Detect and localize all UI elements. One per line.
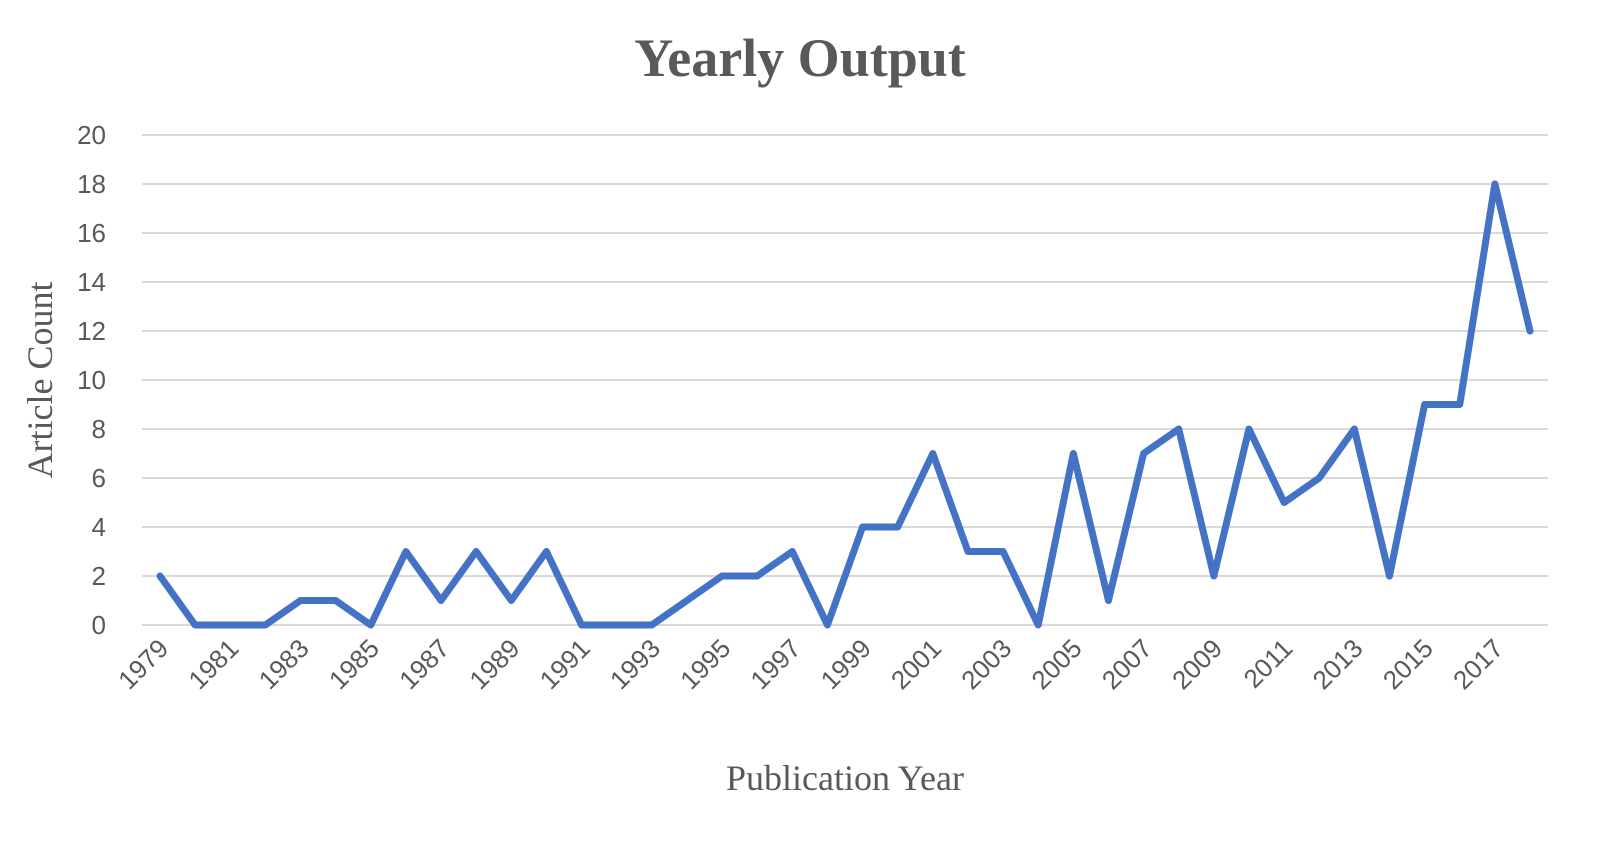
data-point: [1107, 600, 1109, 601]
series-line-0: [156, 180, 1534, 629]
data-point: [1143, 453, 1145, 454]
data-point: [897, 526, 899, 528]
x-tick-label: 1999: [815, 633, 877, 695]
y-tick-label: 12: [77, 316, 106, 346]
data-point: [651, 624, 653, 626]
x-axis-ticks: 1979 1981 1983 1985 1987 1989 1991 1993 1995 1997…: [112, 633, 1509, 695]
x-tick-label: 2015: [1377, 633, 1439, 695]
data-point: [1529, 330, 1531, 332]
x-tick-label: 2017: [1447, 633, 1509, 695]
y-tick-label: 4: [92, 512, 106, 542]
y-tick-label: 14: [77, 267, 106, 297]
data-point: [862, 526, 864, 528]
data-point: [1037, 624, 1039, 626]
x-tick-label: 1993: [604, 633, 666, 695]
x-tick-label: 1983: [253, 633, 315, 695]
data-point: [756, 575, 758, 577]
data-point: [1459, 404, 1461, 405]
chart-title: Yearly Output: [634, 28, 966, 88]
data-point: [405, 551, 407, 552]
x-tick-label: 1989: [463, 633, 525, 695]
data-point: [159, 575, 161, 577]
data-point: [300, 600, 302, 601]
data-point: [475, 551, 477, 552]
data-point: [545, 551, 547, 552]
y-tick-label: 2: [92, 561, 106, 591]
y-axis-label: Article Count: [20, 282, 60, 479]
x-tick-label: 2003: [955, 633, 1017, 695]
data-point: [1424, 404, 1426, 405]
x-tick-label: 2001: [885, 633, 947, 695]
data-point: [1283, 502, 1285, 503]
data-point: [1213, 575, 1215, 577]
data-point: [1388, 575, 1390, 577]
x-tick-label: 1981: [182, 633, 244, 695]
data-point: [932, 453, 934, 454]
x-tick-label: 1979: [112, 633, 174, 695]
y-tick-label: 6: [92, 463, 106, 493]
data-point: [616, 624, 618, 626]
data-point: [335, 600, 337, 601]
data-point: [1072, 453, 1074, 454]
y-tick-label: 20: [77, 120, 106, 150]
x-axis-label: Publication Year: [726, 758, 964, 798]
x-tick-label: 1991: [534, 633, 596, 695]
x-tick-label: 2005: [1025, 633, 1087, 695]
data-point: [440, 600, 442, 601]
data-point: [370, 624, 372, 626]
data-point: [1494, 183, 1496, 185]
data-point: [686, 600, 688, 601]
data-point: [229, 624, 231, 626]
y-tick-label: 8: [92, 414, 106, 444]
data-point: [1002, 551, 1004, 552]
y-axis-ticks: 0 2 4 6 8 10 12 14 16 18 20: [77, 120, 106, 640]
x-tick-label: 1985: [323, 633, 385, 695]
x-tick-label: 1997: [744, 633, 806, 695]
data-point: [1248, 428, 1250, 430]
data-point: [264, 624, 266, 626]
x-tick-label: 2011: [1238, 633, 1299, 694]
data-point: [581, 624, 583, 626]
y-tick-label: 18: [77, 169, 106, 199]
y-tick-label: 16: [77, 218, 106, 248]
x-tick-label: 2007: [1096, 633, 1158, 695]
data-point: [510, 600, 512, 601]
data-point: [791, 551, 793, 552]
y-tick-label: 0: [92, 610, 106, 640]
series-layer: [156, 180, 1534, 629]
x-tick-label: 2009: [1166, 633, 1228, 695]
x-tick-label: 2013: [1306, 633, 1368, 695]
data-point: [967, 551, 969, 552]
data-point: [721, 575, 723, 577]
gridlines: [142, 134, 1548, 626]
x-tick-label: 1995: [674, 633, 736, 695]
data-point: [1178, 428, 1180, 430]
data-point: [1353, 428, 1355, 430]
y-tick-label: 10: [77, 365, 106, 395]
data-point: [194, 624, 196, 626]
data-point: [826, 624, 828, 626]
data-point: [1318, 477, 1320, 479]
x-tick-label: 1987: [393, 633, 455, 695]
